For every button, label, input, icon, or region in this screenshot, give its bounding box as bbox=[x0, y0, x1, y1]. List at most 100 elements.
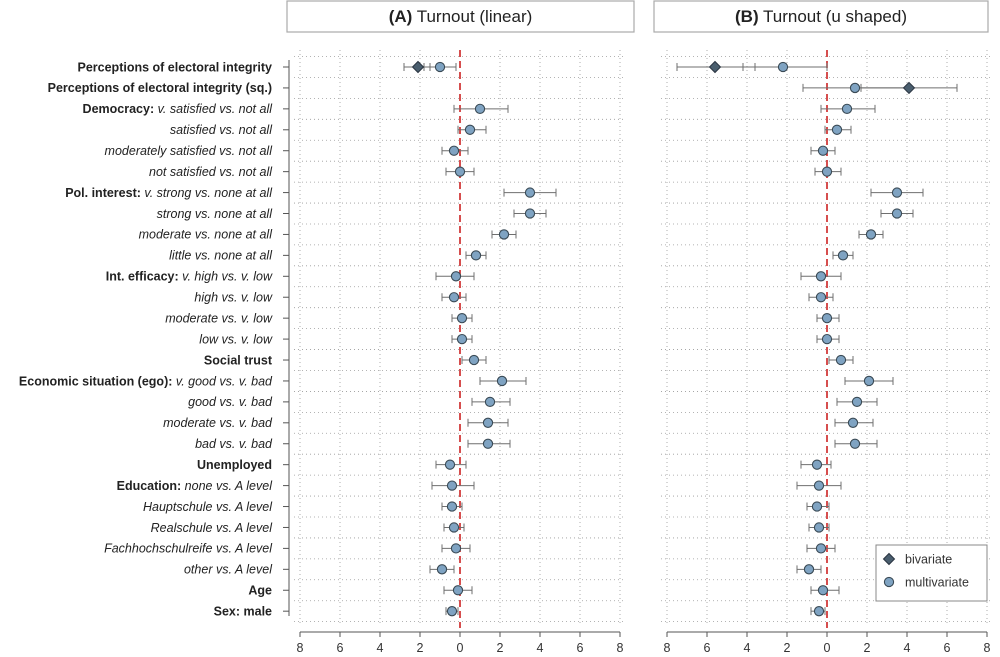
x-tick-label: 6 bbox=[704, 641, 711, 655]
legend-label-bivariate: bivariate bbox=[905, 553, 952, 567]
row-label-part: not satisfied vs. not all bbox=[149, 165, 273, 179]
x-tick-label: 8 bbox=[664, 641, 671, 655]
row-label-part: satisfied vs. not all bbox=[170, 123, 273, 137]
multivariate-point bbox=[456, 313, 468, 324]
multivariate-point bbox=[817, 145, 829, 156]
panel-b: (B) Turnout (u shaped) 8 6 4 2 0 2 4 6 8 bivariate… bbox=[653, 0, 993, 655]
row-label-part: moderately satisfied vs. not all bbox=[105, 144, 274, 158]
multivariate-point bbox=[849, 82, 861, 94]
panel-title: (B) Turnout (u shaped) bbox=[735, 7, 907, 26]
row-label: Int. efficacy: v. high vs. v. low bbox=[106, 270, 273, 284]
row-label: Social trust bbox=[204, 353, 273, 367]
row-label: Pol. interest: v. strong vs. none at all bbox=[65, 186, 273, 200]
bivariate-point bbox=[902, 81, 916, 95]
row-label: Hauptschule vs. A level bbox=[143, 500, 273, 514]
legend-box bbox=[875, 544, 988, 602]
legend-label-multivariate: multivariate bbox=[905, 576, 969, 590]
multivariate-point bbox=[803, 564, 815, 575]
multivariate-point bbox=[524, 187, 536, 198]
panel-title-box bbox=[653, 0, 989, 33]
multivariate-point bbox=[821, 333, 833, 345]
row-label: low vs. v. low bbox=[199, 332, 273, 346]
row-label-part: Unemployed bbox=[197, 458, 272, 472]
x-tick-label: 0 bbox=[457, 641, 464, 655]
row-label-part: strong vs. none at all bbox=[157, 207, 274, 221]
multivariate-point bbox=[444, 459, 456, 470]
row-label-part: v. high vs. v. low bbox=[182, 270, 273, 284]
row-label: Democracy: v. satisfied vs. not all bbox=[83, 102, 274, 116]
multivariate-point bbox=[448, 522, 460, 533]
multivariate-point bbox=[482, 417, 494, 428]
multivariate-point bbox=[837, 250, 849, 261]
row-label-part: moderate vs. v. low bbox=[165, 311, 273, 325]
row-label-part: v. good vs. v. bad bbox=[176, 374, 273, 388]
x-tick-label: 2 bbox=[784, 641, 791, 655]
row-label: Age bbox=[248, 584, 272, 598]
bivariate-point bbox=[708, 60, 722, 74]
row-label: satisfied vs. not all bbox=[170, 123, 273, 137]
multivariate-point bbox=[821, 166, 833, 177]
multivariate-point bbox=[817, 585, 829, 596]
row-label-part: high vs. v. low bbox=[194, 291, 273, 305]
multivariate-point bbox=[454, 166, 466, 177]
multivariate-point bbox=[474, 103, 486, 115]
multivariate-point bbox=[811, 459, 823, 470]
multivariate-point bbox=[434, 61, 446, 73]
row-label: Unemployed bbox=[197, 458, 272, 472]
panel-title-text: Turnout (linear) bbox=[412, 7, 532, 26]
row-label: strong vs. none at all bbox=[157, 207, 274, 221]
multivariate-point bbox=[436, 564, 448, 575]
row-label-part: bad vs. v. bad bbox=[195, 437, 273, 451]
multivariate-point bbox=[847, 417, 859, 428]
panel-title-box bbox=[286, 0, 635, 33]
row-label: Sex: male bbox=[214, 604, 272, 618]
row-labels: Perceptions of electoral integrity Percep… bbox=[19, 60, 273, 618]
x-tick-label: 6 bbox=[944, 641, 951, 655]
row-label-part: Perceptions of electoral integrity (sq.) bbox=[48, 81, 272, 95]
multivariate-point bbox=[815, 543, 827, 554]
legend: bivariate multivariate bbox=[875, 544, 988, 602]
multivariate-point bbox=[446, 501, 458, 512]
row-label-part: moderate vs. none at all bbox=[139, 228, 274, 242]
x-tick-label: 2 bbox=[497, 641, 504, 655]
multivariate-point bbox=[524, 208, 536, 219]
multivariate-point bbox=[777, 61, 789, 73]
row-label: not satisfied vs. not all bbox=[149, 165, 273, 179]
multivariate-point bbox=[496, 375, 508, 387]
x-tick-label: 8 bbox=[984, 641, 991, 655]
multivariate-point bbox=[841, 103, 853, 115]
row-label-part: Age bbox=[248, 584, 272, 598]
panel-title-text: Turnout (u shaped) bbox=[759, 7, 907, 26]
x-tick-label: 6 bbox=[577, 641, 584, 655]
row-label-part: Education: bbox=[117, 479, 185, 493]
row-label: good vs. v. bad bbox=[188, 395, 273, 409]
row-label-part: Sex: male bbox=[214, 604, 272, 618]
x-tick-label: 6 bbox=[337, 641, 344, 655]
multivariate-point bbox=[813, 522, 825, 533]
row-label-part: v. satisfied vs. not all bbox=[158, 102, 274, 116]
multivariate-point bbox=[815, 292, 827, 303]
row-label: Realschule vs. A level bbox=[151, 521, 274, 535]
multivariate-point bbox=[446, 606, 458, 617]
x-tick-label: 4 bbox=[744, 641, 751, 655]
multivariate-point bbox=[815, 271, 827, 282]
row-label: Perceptions of electoral integrity (sq.) bbox=[48, 81, 272, 95]
multivariate-point bbox=[849, 438, 861, 449]
x-tick-label: 0 bbox=[824, 641, 831, 655]
row-label: Fachhochschulreife vs. A level bbox=[104, 542, 273, 556]
multivariate-point bbox=[865, 229, 877, 240]
row-label-part: Realschule vs. A level bbox=[151, 521, 274, 535]
row-label-part: v. strong vs. none at all bbox=[144, 186, 273, 200]
bivariate-point bbox=[411, 60, 425, 74]
row-label: moderately satisfied vs. not all bbox=[105, 144, 274, 158]
row-label: moderate vs. none at all bbox=[139, 228, 274, 242]
multivariate-point bbox=[891, 187, 903, 198]
row-label-part: low vs. v. low bbox=[199, 332, 273, 346]
row-label-part: good vs. v. bad bbox=[188, 395, 273, 409]
row-label-part: Perceptions of electoral integrity bbox=[78, 60, 273, 74]
multivariate-point bbox=[891, 208, 903, 219]
multivariate-point bbox=[470, 250, 482, 261]
row-label-part: other vs. A level bbox=[184, 563, 273, 577]
multivariate-point bbox=[484, 396, 496, 408]
